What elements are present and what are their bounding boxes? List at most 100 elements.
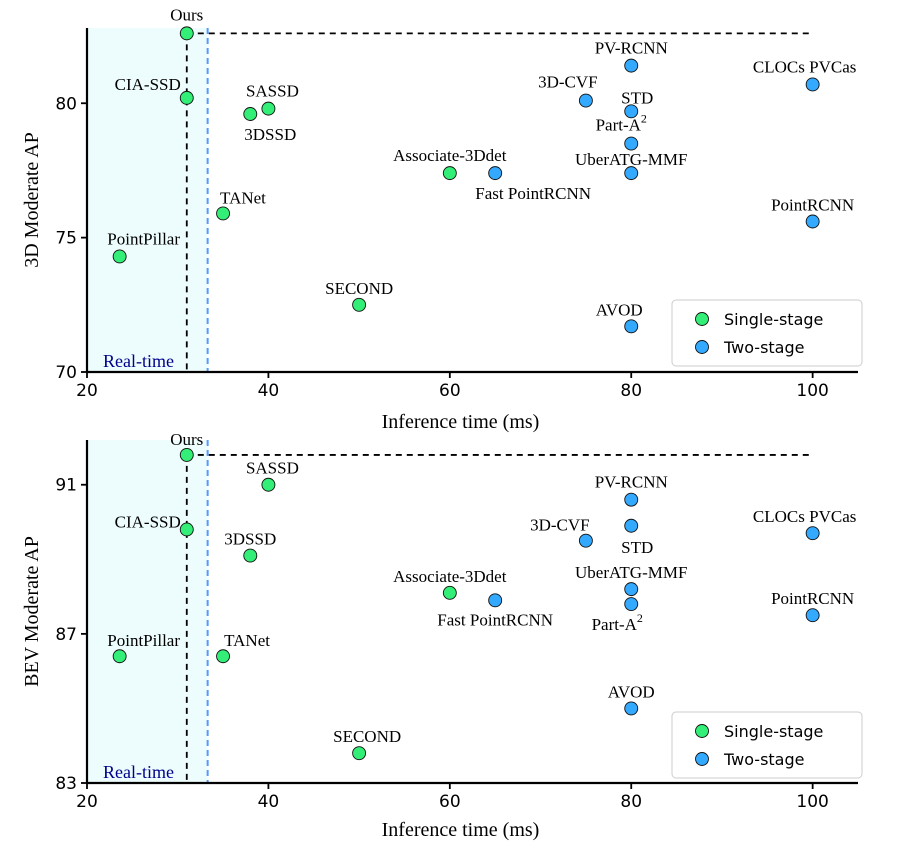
x-tick-label: 60 bbox=[439, 792, 461, 812]
point-label-pointpillar: PointPillar bbox=[107, 631, 180, 650]
point-label-clocs-pvcas: CLOCs PVCas bbox=[753, 57, 856, 76]
point-uberatg-mmf bbox=[624, 582, 639, 597]
point-label-part-a: Part-A2 bbox=[596, 112, 647, 135]
point-ours bbox=[179, 447, 194, 462]
legend-label-single-stage: Single-stage bbox=[724, 310, 823, 329]
legend-marker-two-stage bbox=[695, 752, 709, 766]
point-3dssd bbox=[243, 107, 258, 121]
point-label-3dssd: 3DSSD bbox=[244, 125, 296, 144]
point-label-3dssd: 3DSSD bbox=[224, 530, 276, 549]
y-axis-label: 3D Moderate AP bbox=[21, 132, 43, 268]
legend-marker-two-stage bbox=[695, 340, 709, 354]
point-label-avod: AVOD bbox=[596, 300, 643, 319]
point-label-pv-rcnn: PV-RCNN bbox=[595, 39, 668, 58]
point-avod bbox=[624, 701, 639, 716]
point-label-pointrcnn: PointRCNN bbox=[771, 589, 854, 608]
point-label-ours: Ours bbox=[170, 5, 203, 24]
point-label-avod: AVOD bbox=[608, 682, 655, 701]
point-cia-ssd bbox=[179, 522, 194, 537]
point-associate-3ddet bbox=[442, 585, 457, 600]
point-label-pointpillar: PointPillar bbox=[107, 229, 180, 248]
point-label-ours: Ours bbox=[170, 430, 203, 449]
point-pointpillar bbox=[112, 249, 127, 264]
point-std bbox=[624, 104, 639, 119]
legend-label-two-stage: Two-stage bbox=[723, 338, 804, 357]
point-fast-pointrcnn bbox=[488, 166, 503, 181]
point-ours bbox=[179, 26, 194, 41]
point-part-a bbox=[624, 136, 639, 151]
point-label-pv-rcnn: PV-RCNN bbox=[595, 473, 668, 492]
y-tick-label: 75 bbox=[55, 229, 77, 249]
point-second bbox=[352, 297, 367, 312]
x-tick-label: 20 bbox=[76, 381, 98, 401]
x-tick-label: 80 bbox=[620, 792, 642, 812]
y-tick-label: 87 bbox=[55, 625, 77, 645]
x-axis-label: Inference time (ms) bbox=[382, 411, 540, 433]
realtime-label: Real-time bbox=[103, 762, 174, 782]
y-axis-label: BEV Moderate AP bbox=[21, 536, 43, 687]
point-label-std: STD bbox=[621, 88, 653, 107]
x-tick-label: 40 bbox=[258, 792, 280, 812]
realtime-label: Real-time bbox=[103, 351, 174, 371]
panel-bev-moderate-ap: 20 40 60 80 100 83 87 91 Inference time (ms) BEV … bbox=[21, 430, 863, 841]
y-tick-label: 70 bbox=[55, 363, 77, 383]
point-pointrcnn bbox=[805, 214, 820, 229]
y-tick-label: 80 bbox=[55, 94, 77, 114]
point-label-uberatg-mmf: UberATG-MMF bbox=[575, 150, 687, 169]
point-label-3d-cvf: 3D-CVF bbox=[538, 73, 598, 92]
point-label-associate-3ddet: Associate-3Ddet bbox=[393, 567, 507, 586]
point-pv-rcnn bbox=[624, 492, 639, 507]
point-label-associate-3ddet: Associate-3Ddet bbox=[393, 146, 507, 165]
x-tick-label: 20 bbox=[76, 792, 98, 812]
point-label-clocs-pvcas: CLOCs PVCas bbox=[753, 507, 856, 526]
point-label-cia-ssd: CIA-SSD bbox=[115, 75, 181, 94]
point-sassd bbox=[261, 101, 276, 116]
point-sassd bbox=[261, 477, 276, 492]
point-label-fast-pointrcnn: Fast PointRCNN bbox=[437, 610, 553, 629]
legend-label-single-stage: Single-stage bbox=[724, 722, 823, 741]
legend-marker-single-stage bbox=[695, 724, 709, 738]
point-label-std: STD bbox=[621, 538, 653, 557]
point-pv-rcnn bbox=[624, 58, 639, 73]
x-tick-label: 40 bbox=[258, 381, 280, 401]
point-avod bbox=[624, 319, 639, 334]
legend-box bbox=[671, 299, 863, 367]
point-clocs-pvcas bbox=[805, 526, 820, 541]
point-label-second: SECOND bbox=[333, 727, 401, 746]
point-pointrcnn bbox=[805, 608, 820, 623]
point-label-second: SECOND bbox=[325, 279, 393, 298]
point-part-a bbox=[624, 597, 639, 611]
point-associate-3ddet bbox=[442, 166, 457, 181]
point-label-cia-ssd: CIA-SSD bbox=[115, 512, 181, 531]
legend-label-two-stage: Two-stage bbox=[723, 750, 804, 769]
y-tick-label: 91 bbox=[55, 476, 77, 496]
point-label-tanet: TANet bbox=[220, 188, 266, 207]
panel-3d-moderate-ap: 20 40 60 80 100 70 75 80 Inference time (ms) 3D M… bbox=[21, 5, 863, 433]
point-label-part-a: Part-A2 bbox=[592, 611, 643, 634]
point-3d-cvf bbox=[578, 533, 593, 548]
x-tick-label: 100 bbox=[796, 381, 828, 401]
x-tick-label: 100 bbox=[796, 792, 828, 812]
point-second bbox=[352, 746, 367, 761]
point-fast-pointrcnn bbox=[488, 593, 503, 608]
point-label-sassd: SASSD bbox=[246, 459, 299, 478]
x-tick-label: 80 bbox=[620, 381, 642, 401]
point-std bbox=[624, 518, 639, 533]
point-cia-ssd bbox=[179, 90, 194, 105]
point-3dssd bbox=[243, 548, 258, 563]
point-label-uberatg-mmf: UberATG-MMF bbox=[575, 563, 687, 582]
point-clocs-pvcas bbox=[805, 77, 820, 92]
point-tanet bbox=[216, 206, 231, 221]
legend-box bbox=[671, 711, 863, 779]
point-3d-cvf bbox=[578, 93, 593, 108]
point-label-tanet: TANet bbox=[224, 631, 270, 650]
point-pointpillar bbox=[112, 649, 127, 664]
point-label-pointrcnn: PointRCNN bbox=[771, 196, 854, 215]
legend-marker-single-stage bbox=[695, 312, 709, 326]
x-axis-label: Inference time (ms) bbox=[382, 819, 540, 841]
point-label-3d-cvf: 3D-CVF bbox=[530, 516, 590, 535]
realtime-region bbox=[87, 440, 208, 783]
point-label-sassd: SASSD bbox=[246, 82, 299, 101]
point-label-fast-pointrcnn: Fast PointRCNN bbox=[475, 184, 591, 203]
